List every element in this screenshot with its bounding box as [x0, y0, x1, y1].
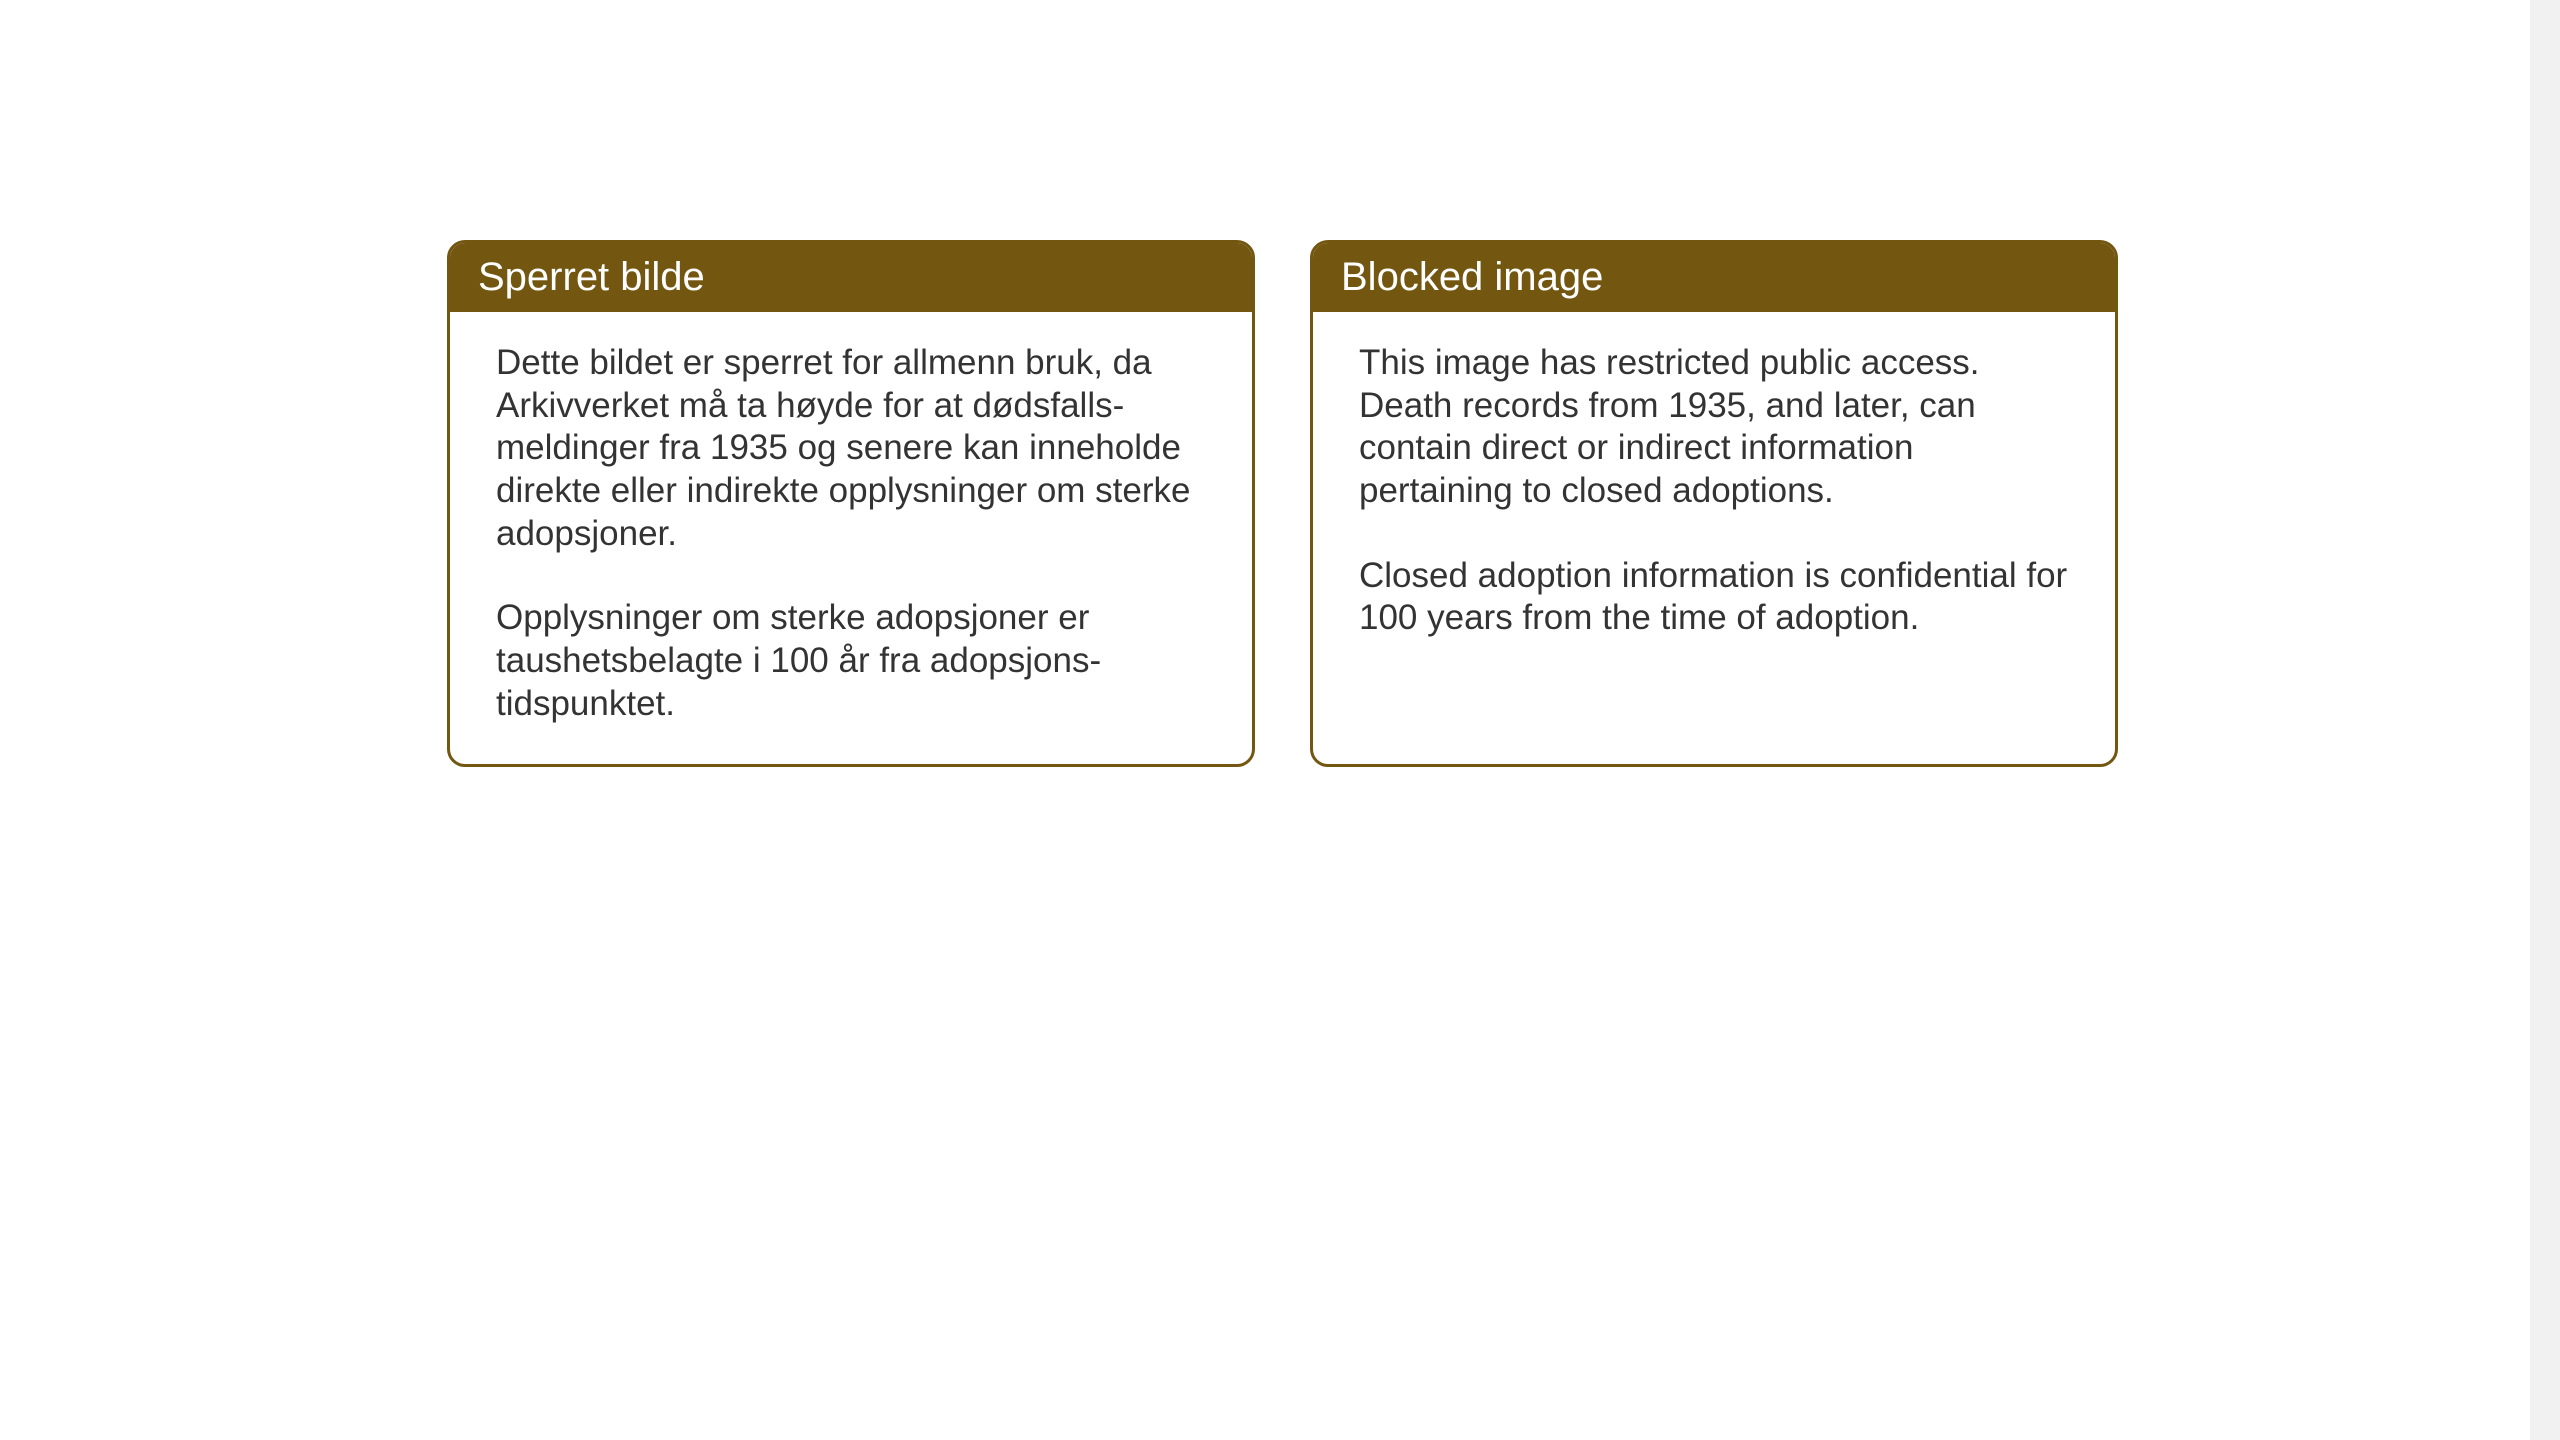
scrollbar-track[interactable] — [2530, 0, 2560, 1440]
notice-header-english: Blocked image — [1313, 243, 2115, 312]
notice-paragraph-1-english: This image has restricted public access.… — [1359, 342, 2069, 513]
notice-paragraph-2-norwegian: Opplysninger om sterke adopsjoner er tau… — [496, 597, 1206, 725]
notice-header-norwegian: Sperret bilde — [450, 243, 1252, 312]
notice-body-norwegian: Dette bildet er sperret for allmenn bruk… — [450, 312, 1252, 764]
notice-paragraph-2-english: Closed adoption information is confident… — [1359, 555, 2069, 640]
notice-container: Sperret bilde Dette bildet er sperret fo… — [447, 240, 2118, 767]
notice-body-english: This image has restricted public access.… — [1313, 312, 2115, 678]
notice-box-norwegian: Sperret bilde Dette bildet er sperret fo… — [447, 240, 1255, 767]
notice-box-english: Blocked image This image has restricted … — [1310, 240, 2118, 767]
notice-paragraph-1-norwegian: Dette bildet er sperret for allmenn bruk… — [496, 342, 1206, 555]
